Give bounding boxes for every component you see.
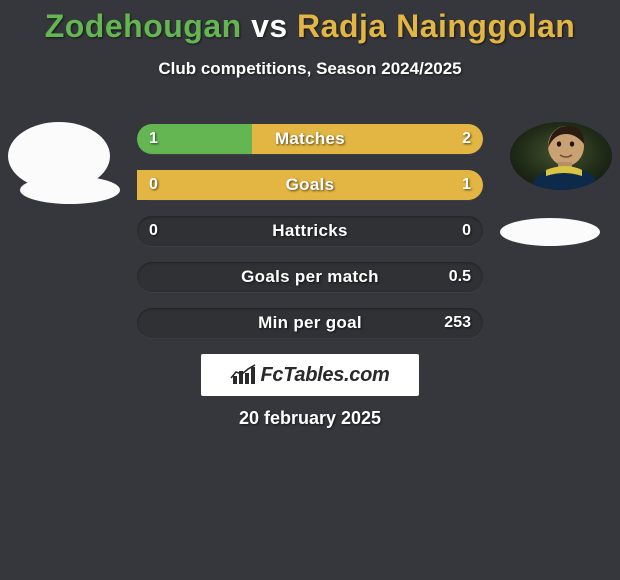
stat-bar: Matches1 2	[137, 124, 483, 154]
stat-value-left: 1	[149, 124, 158, 154]
stat-value-right: 253	[444, 308, 471, 338]
player2-photo	[510, 122, 612, 190]
stat-label: Hattricks	[137, 216, 483, 246]
stat-label: Goals	[137, 170, 483, 200]
stat-value-right: 0	[462, 216, 471, 246]
stat-bar: Hattricks0 0	[137, 216, 483, 246]
date-text: 20 february 2025	[0, 408, 620, 429]
stat-value-right: 2	[462, 124, 471, 154]
vs-text: vs	[251, 8, 288, 44]
stat-label: Goals per match	[137, 262, 483, 292]
stat-bar: Goals per match0.5	[137, 262, 483, 292]
stat-bar: Goals0 1	[137, 170, 483, 200]
stat-label: Min per goal	[137, 308, 483, 338]
brand-badge: FcTables.com	[201, 354, 419, 396]
player2-avatar	[510, 122, 612, 190]
stat-value-left: 0	[149, 170, 158, 200]
stat-value-right: 0.5	[449, 262, 471, 292]
brand-text: FcTables.com	[260, 364, 389, 387]
subtitle: Club competitions, Season 2024/2025	[0, 59, 620, 79]
stat-bar: Min per goal253	[137, 308, 483, 338]
player2-club-badge	[500, 218, 600, 246]
bar-chart-icon	[230, 364, 256, 386]
player2-name: Radja Nainggolan	[297, 8, 575, 44]
stat-bars: Matches12Goals01Hattricks00Goals per mat…	[137, 124, 483, 354]
player1-name: Zodehougan	[45, 8, 242, 44]
stat-value-right: 1	[462, 170, 471, 200]
comparison-title: Zodehougan vs Radja Nainggolan	[0, 0, 620, 45]
stat-value-left: 0	[149, 216, 158, 246]
stat-label: Matches	[137, 124, 483, 154]
player1-club-badge	[20, 176, 120, 204]
